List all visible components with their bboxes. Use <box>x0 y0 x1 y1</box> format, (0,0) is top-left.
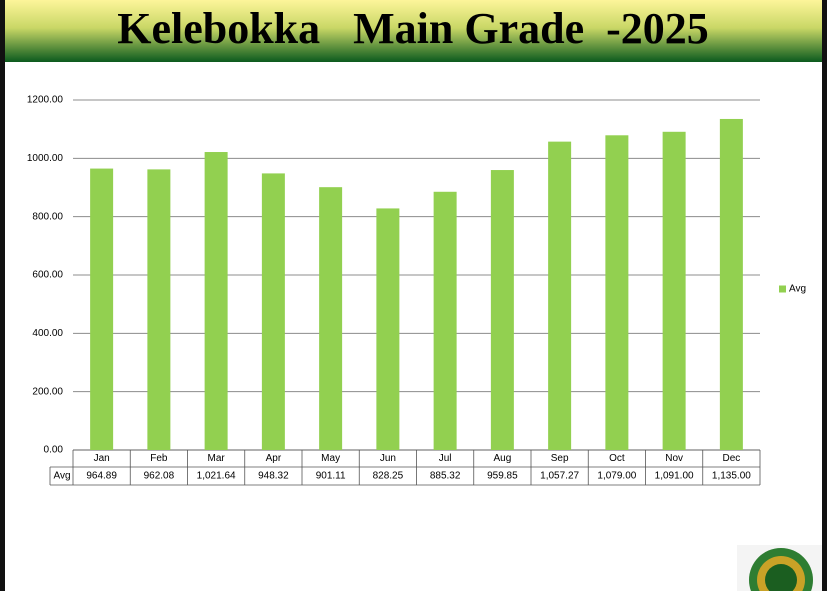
bar <box>719 118 743 450</box>
chart-title: Kelebokka Main Grade -2025 <box>117 4 709 53</box>
table-value: 1,135.00 <box>712 471 751 482</box>
bar <box>147 169 171 451</box>
table-value: 828.25 <box>373 471 404 482</box>
x-tick-label: Sep <box>551 453 569 464</box>
x-tick-label: Feb <box>150 453 168 464</box>
bar <box>90 168 114 451</box>
y-tick-label: 1000.00 <box>27 153 64 164</box>
x-tick-label: Jan <box>94 453 110 464</box>
y-tick-label: 400.00 <box>32 328 63 339</box>
y-tick-label: 0.00 <box>44 445 64 456</box>
slide-body <box>5 62 822 591</box>
x-tick-label: May <box>321 453 340 464</box>
table-value: 901.11 <box>316 471 346 482</box>
table-value: 1,079.00 <box>597 471 636 482</box>
table-value: 885.32 <box>430 471 461 482</box>
bar <box>662 131 686 450</box>
x-tick-label: Mar <box>208 453 226 464</box>
bar <box>433 191 457 450</box>
bar <box>548 141 572 450</box>
bar <box>376 208 400 450</box>
header <box>5 0 822 62</box>
bar <box>605 135 629 450</box>
x-tick-label: Jul <box>439 453 452 464</box>
y-tick-label: 1200.00 <box>27 95 64 106</box>
x-tick-label: Jun <box>380 453 396 464</box>
table-value: 1,021.64 <box>197 471 236 482</box>
table-value: 1,057.27 <box>540 471 579 482</box>
legend-swatch <box>779 285 786 293</box>
table-value: 1,091.00 <box>655 471 694 482</box>
legend-label: Avg <box>789 284 806 295</box>
x-tick-label: Nov <box>665 453 683 464</box>
y-tick-label: 600.00 <box>32 270 63 281</box>
bar <box>261 173 285 450</box>
x-tick-label: Oct <box>609 453 625 464</box>
bar <box>490 170 514 450</box>
logo <box>737 545 822 591</box>
table-value: 964.89 <box>86 471 117 482</box>
table-value: 959.85 <box>487 471 518 482</box>
bar <box>204 152 228 450</box>
y-tick-label: 200.00 <box>32 386 63 397</box>
table-value: 948.32 <box>258 471 289 482</box>
x-tick-label: Aug <box>493 453 511 464</box>
y-tick-label: 800.00 <box>32 211 63 222</box>
bar <box>319 187 343 450</box>
table-row-label: Avg <box>53 471 70 482</box>
x-tick-label: Apr <box>266 453 282 464</box>
table-value: 962.08 <box>144 471 175 482</box>
x-tick-label: Dec <box>722 453 740 464</box>
